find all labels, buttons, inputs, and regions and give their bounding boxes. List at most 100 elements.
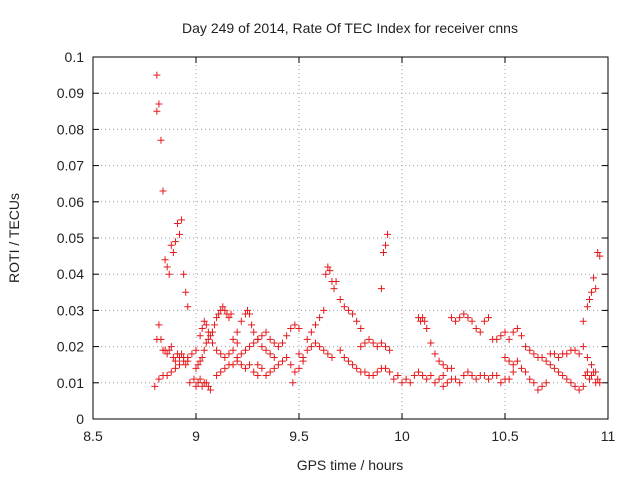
data-point	[390, 375, 398, 383]
data-point	[198, 353, 206, 361]
data-point	[588, 361, 596, 369]
data-point	[155, 321, 163, 329]
data-point	[320, 346, 328, 354]
data-point	[435, 357, 443, 365]
data-point	[225, 350, 233, 358]
data-point	[192, 364, 200, 372]
data-point	[464, 368, 472, 376]
data-point	[180, 270, 188, 278]
data-point	[530, 350, 538, 358]
data-point	[153, 71, 161, 79]
data-point	[178, 350, 186, 358]
data-point	[244, 306, 251, 314]
data-point	[151, 382, 159, 390]
data-point	[192, 382, 200, 390]
data-point	[344, 357, 352, 365]
data-point	[460, 372, 468, 380]
y-tick-label: 0.07	[57, 158, 84, 174]
data-point	[522, 368, 530, 376]
data-point	[555, 368, 563, 376]
data-point	[344, 306, 352, 314]
data-point	[316, 314, 324, 322]
data-point	[200, 346, 208, 354]
data-point	[340, 303, 348, 311]
data-point	[559, 372, 567, 380]
data-point	[590, 368, 598, 376]
data-point	[505, 335, 513, 343]
data-point	[303, 335, 311, 343]
data-point	[585, 296, 593, 304]
data-point	[190, 375, 198, 383]
data-point	[198, 382, 206, 390]
data-point	[452, 317, 460, 325]
data-point	[229, 335, 237, 343]
data-point	[472, 375, 480, 383]
data-point	[204, 328, 212, 336]
data-point	[538, 382, 546, 390]
data-point	[349, 361, 357, 369]
data-point	[583, 353, 591, 361]
data-point	[439, 372, 447, 380]
data-point	[169, 353, 177, 361]
data-point	[248, 321, 256, 329]
data-point	[163, 350, 171, 358]
data-point	[217, 350, 225, 358]
data-point	[456, 314, 464, 322]
data-point	[246, 361, 254, 369]
data-point	[402, 375, 410, 383]
data-point	[316, 343, 324, 351]
data-point	[182, 288, 190, 296]
data-point	[579, 317, 587, 325]
data-point	[439, 361, 447, 369]
data-point	[443, 379, 451, 387]
data-point	[198, 325, 206, 332]
data-point	[274, 361, 282, 369]
x-axis-label: GPS time / hours	[297, 457, 404, 473]
data-point	[497, 332, 505, 340]
data-point	[233, 328, 241, 336]
data-point	[206, 332, 214, 340]
data-point	[184, 303, 192, 311]
data-point	[254, 361, 262, 369]
data-point	[176, 361, 184, 369]
data-point	[237, 361, 245, 369]
data-point	[227, 310, 235, 318]
data-point	[246, 343, 254, 351]
data-point	[291, 321, 299, 329]
data-points	[151, 71, 604, 394]
data-point	[258, 332, 266, 340]
data-point	[328, 353, 336, 361]
data-point	[361, 339, 369, 347]
data-point	[588, 372, 596, 380]
data-point	[513, 357, 521, 365]
data-point	[200, 317, 208, 325]
y-tick-label: 0.06	[57, 194, 84, 210]
data-point	[307, 343, 315, 351]
data-point	[233, 339, 241, 347]
data-point	[563, 350, 571, 358]
data-point	[410, 372, 418, 380]
y-tick-label: 0.01	[57, 375, 84, 391]
y-axis-label: ROTI / TECUs	[6, 193, 22, 283]
y-tick-label: 0.08	[57, 121, 84, 137]
data-point	[213, 346, 221, 354]
data-point	[262, 328, 270, 336]
data-point	[233, 353, 241, 361]
data-point	[353, 364, 361, 372]
data-point	[163, 263, 171, 271]
data-point	[480, 372, 488, 380]
data-point	[155, 375, 163, 383]
data-point	[468, 372, 476, 380]
data-point	[542, 379, 550, 387]
data-point	[202, 339, 210, 347]
data-point	[579, 382, 587, 390]
data-point	[485, 314, 493, 322]
data-point	[173, 220, 181, 228]
data-point	[279, 339, 287, 347]
data-point	[493, 335, 501, 343]
data-point	[250, 368, 258, 376]
data-point	[382, 241, 390, 249]
data-point	[167, 343, 175, 351]
x-tick-label: 11	[601, 428, 616, 444]
y-tick-label: 0.04	[57, 266, 84, 282]
